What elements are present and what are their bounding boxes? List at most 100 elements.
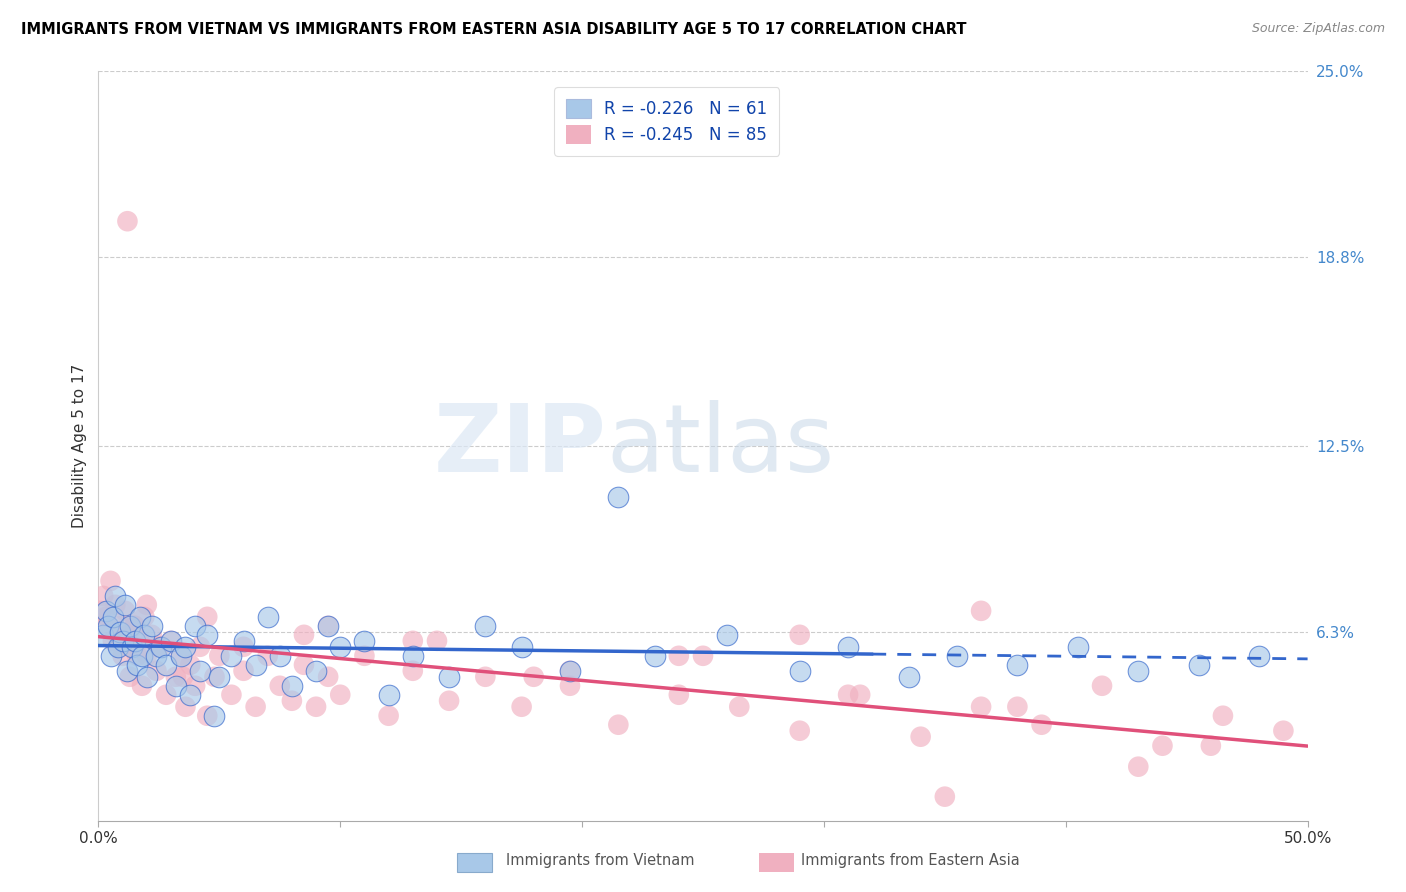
Point [329, 688, 352, 702]
Point [305, 664, 328, 678]
Point [208, 648, 231, 663]
Point [1249, 648, 1271, 663]
Point [281, 679, 304, 693]
Point [111, 633, 134, 648]
Point [195, 708, 218, 723]
Point [169, 648, 191, 663]
Point [117, 628, 139, 642]
Point [117, 664, 139, 678]
Point [269, 648, 291, 663]
Point [204, 670, 226, 684]
Point [305, 699, 328, 714]
Point [195, 610, 218, 624]
Point [160, 633, 183, 648]
Point [150, 640, 173, 654]
Point [128, 633, 150, 648]
Point [232, 664, 254, 678]
Point [510, 699, 533, 714]
Point [124, 619, 146, 633]
Point [668, 648, 690, 663]
Point [150, 640, 173, 654]
Point [195, 628, 218, 642]
Point [316, 670, 339, 684]
Point [204, 708, 226, 723]
Point [94, 610, 117, 624]
Point [1031, 717, 1053, 731]
Point [169, 648, 191, 663]
Point [104, 589, 127, 603]
Point [292, 628, 315, 642]
Point [668, 688, 690, 702]
Point [1188, 657, 1211, 672]
Point [155, 688, 177, 702]
Point [165, 670, 187, 684]
Point [107, 640, 129, 654]
Text: ZIP: ZIP [433, 400, 606, 492]
Point [1007, 699, 1029, 714]
Point [135, 648, 157, 663]
Point [1067, 640, 1090, 654]
Point [94, 604, 117, 618]
Point [607, 490, 630, 504]
Point [188, 640, 211, 654]
Legend: R = -0.226   N = 61, R = -0.245   N = 85: R = -0.226 N = 61, R = -0.245 N = 85 [554, 87, 779, 156]
Text: Source: ZipAtlas.com: Source: ZipAtlas.com [1251, 22, 1385, 36]
Point [127, 648, 149, 663]
Point [245, 657, 267, 672]
Point [558, 664, 581, 678]
Point [117, 214, 139, 228]
Point [1152, 739, 1174, 753]
Point [131, 648, 153, 663]
Point [101, 610, 124, 624]
Point [837, 688, 859, 702]
Y-axis label: Disability Age 5 to 17: Disability Age 5 to 17 [72, 364, 87, 528]
Point [148, 640, 170, 654]
Point [970, 699, 993, 714]
Point [849, 688, 872, 702]
Point [131, 679, 153, 693]
Point [316, 619, 339, 633]
Point [188, 664, 211, 678]
Point [118, 619, 141, 633]
Point [837, 640, 859, 654]
Point [789, 664, 811, 678]
Point [934, 789, 956, 804]
Point [100, 574, 122, 588]
Point [437, 670, 460, 684]
Point [179, 657, 201, 672]
Point [558, 664, 581, 678]
Point [329, 640, 352, 654]
Point [184, 619, 207, 633]
Point [160, 633, 183, 648]
Point [426, 633, 449, 648]
Point [179, 688, 201, 702]
Point [1212, 708, 1234, 723]
Point [245, 699, 267, 714]
Point [1272, 723, 1295, 738]
Point [184, 679, 207, 693]
Point [897, 670, 920, 684]
Point [114, 598, 136, 612]
Point [114, 604, 136, 618]
Point [523, 670, 546, 684]
Point [1128, 760, 1150, 774]
Point [108, 619, 131, 633]
Point [155, 657, 177, 672]
Point [789, 723, 811, 738]
Point [221, 688, 243, 702]
Point [353, 633, 375, 648]
Point [172, 670, 194, 684]
Point [124, 619, 146, 633]
Point [90, 604, 112, 618]
Point [174, 699, 197, 714]
Point [108, 624, 131, 639]
Text: Immigrants from Eastern Asia: Immigrants from Eastern Asia [801, 854, 1021, 868]
Point [91, 628, 114, 642]
Point [97, 619, 120, 633]
Point [127, 657, 149, 672]
Point [1199, 739, 1222, 753]
Point [353, 648, 375, 663]
Point [716, 628, 738, 642]
Point [134, 610, 156, 624]
Point [607, 717, 630, 731]
